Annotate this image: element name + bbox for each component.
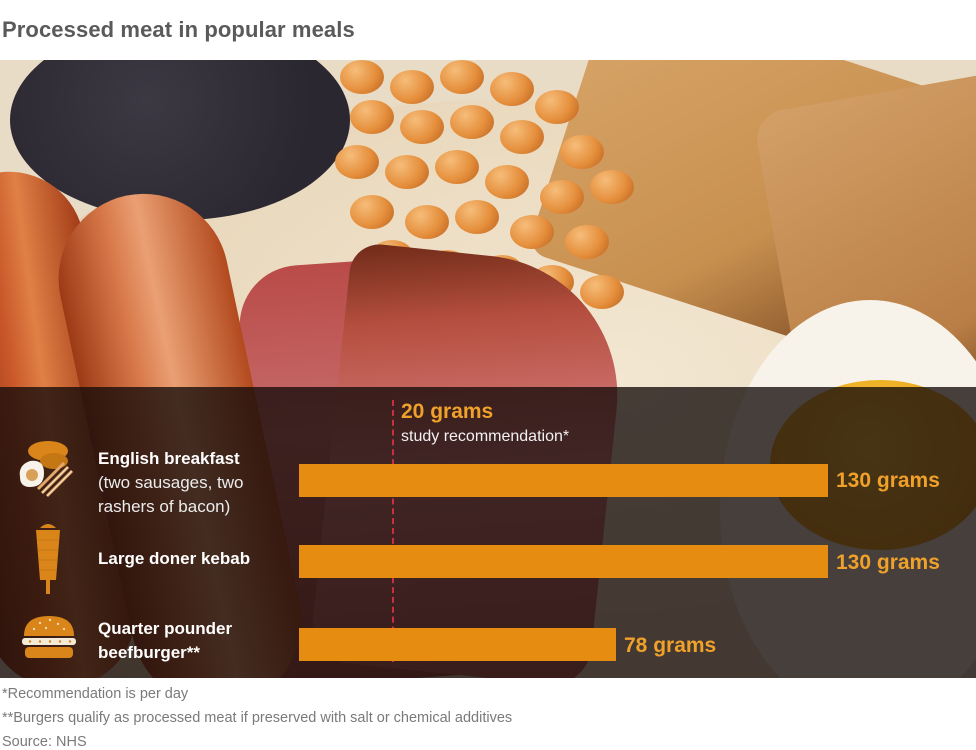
bar-value-doner-kebab: 130 grams xyxy=(836,551,940,574)
reference-description-label: study recommendation* xyxy=(401,428,570,445)
black-pudding xyxy=(10,60,350,220)
row-label-doner-kebab: Large doner kebab xyxy=(98,547,250,571)
bar-value-english-breakfast: 130 grams xyxy=(836,469,940,492)
row-title: Quarter pounder xyxy=(98,619,233,638)
background-photo-full-english-breakfast xyxy=(0,60,976,678)
row-title: beefburger** xyxy=(98,643,201,662)
chart-title: Processed meat in popular meals xyxy=(2,17,355,42)
row-label-english-breakfast: English breakfast (two sausages, two ras… xyxy=(98,447,244,519)
english-breakfast-icon xyxy=(14,437,76,506)
footnote-recommendation: *Recommendation is per day xyxy=(2,686,189,702)
row-title: Large doner kebab xyxy=(98,549,251,568)
reference-value-label: 20 grams xyxy=(401,400,494,423)
row-label-quarter-pounder: Quarter pounder beefburger** xyxy=(98,617,232,665)
bar-doner-kebab xyxy=(299,545,828,578)
burger-icon xyxy=(20,614,78,665)
footnote-burgers: **Burgers qualify as processed meat if p… xyxy=(2,710,513,726)
recommendation-reference-line xyxy=(392,400,394,662)
doner-kebab-icon xyxy=(28,520,68,603)
row-subtitle: (two sausages, two xyxy=(98,473,244,492)
footnotes: *Recommendation is per day **Burgers qua… xyxy=(2,682,512,750)
bar-english-breakfast xyxy=(299,464,828,497)
bar-quarter-pounder xyxy=(299,628,616,661)
source-note: Source: NHS xyxy=(2,734,87,750)
bar-value-quarter-pounder: 78 grams xyxy=(624,634,717,657)
row-title: English breakfast xyxy=(98,449,240,468)
row-subtitle: rashers of bacon) xyxy=(98,497,231,516)
